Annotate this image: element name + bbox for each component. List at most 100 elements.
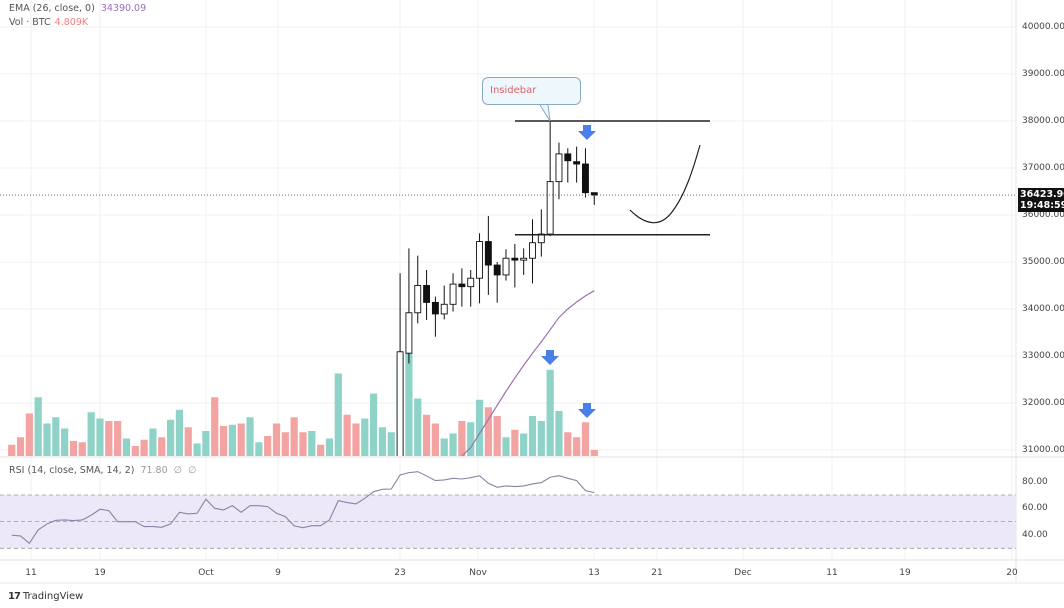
- candle-down: [423, 285, 431, 303]
- candle-up: [520, 257, 528, 261]
- candle-down: [484, 241, 492, 266]
- time-tick-label: Dec: [734, 568, 752, 578]
- volume-bar: [193, 443, 201, 456]
- volume-value: 4.809K: [54, 17, 89, 28]
- volume-bar: [299, 432, 307, 456]
- volume-bar: [414, 398, 422, 456]
- candle-down: [573, 161, 581, 165]
- callout-pointer: [539, 104, 551, 122]
- volume-bar: [573, 437, 581, 456]
- candle-up: [405, 312, 413, 354]
- rsi-tick-label: 60.00: [1022, 503, 1048, 514]
- candle-up: [396, 351, 404, 456]
- ema-legend: EMA (26, close, 0) 34390.09: [9, 3, 146, 14]
- price-tick-label: 37000.00: [1022, 163, 1064, 173]
- volume-bar: [166, 419, 175, 456]
- volume-label: Vol · BTC: [9, 17, 51, 28]
- callout-text: Insidebar: [490, 85, 537, 96]
- volume-bar: [149, 428, 157, 456]
- candle-up: [502, 257, 510, 276]
- volume-bar: [334, 373, 342, 456]
- volume-bar: [564, 432, 572, 456]
- volume-bar: [343, 414, 351, 456]
- volume-bar: [520, 433, 528, 456]
- candle-up: [440, 303, 448, 315]
- down-arrow-icon: [578, 403, 596, 418]
- candle-up: [537, 233, 545, 244]
- price-tick-label: 31000.00: [1022, 445, 1064, 455]
- volume-bar: [122, 438, 131, 456]
- volume-bar: [378, 427, 387, 456]
- volume-bar: [184, 427, 192, 456]
- insidebar-callout[interactable]: Insidebar: [482, 77, 581, 105]
- volume-bar: [264, 436, 272, 456]
- time-tick-label: 9: [275, 568, 281, 578]
- volume-bar: [114, 421, 122, 456]
- bar-countdown: 19:48:59: [1020, 200, 1064, 211]
- volume-bar: [228, 424, 236, 456]
- volume-bar: [52, 417, 60, 456]
- volume-bar: [361, 418, 369, 456]
- down-arrow-icon: [578, 125, 596, 140]
- volume-bar: [34, 397, 42, 456]
- candle-down: [458, 283, 466, 288]
- volume-bar: [43, 423, 51, 456]
- volume-bar: [175, 409, 184, 456]
- volume-bar: [211, 397, 219, 456]
- rsi-value: 71.80: [140, 465, 168, 476]
- volume-bar: [590, 450, 598, 456]
- price-tick-label: 34000.00: [1022, 304, 1064, 314]
- price-tick-label: 33000.00: [1022, 351, 1064, 361]
- volume-bar: [467, 422, 475, 456]
- time-tick-label: 23: [394, 568, 406, 578]
- ema-value: 34390.09: [100, 3, 147, 14]
- down-arrow-icon: [541, 350, 559, 365]
- candle-up: [555, 153, 563, 183]
- candle-up: [467, 277, 475, 288]
- time-tick-label: 11: [25, 568, 37, 578]
- time-tick-label: 19: [899, 568, 911, 578]
- volume-bar: [237, 423, 245, 456]
- volume-bar: [352, 423, 360, 456]
- time-tick-label: Oct: [198, 568, 214, 578]
- candle-down: [564, 153, 572, 162]
- volume-bar: [61, 428, 69, 456]
- candle-up: [476, 241, 483, 279]
- rsi-extra-2: ∅: [187, 465, 197, 476]
- time-tick-label: 19: [94, 568, 106, 578]
- volume-bar: [502, 437, 510, 456]
- current-price-badge: 36423.90 19:48:59: [1018, 188, 1064, 212]
- price-tick-label: 38000.00: [1022, 116, 1064, 126]
- volume-bar: [96, 418, 104, 456]
- tradingview-logo[interactable]: 𝟭𝟳 TradingView: [8, 591, 83, 602]
- candle-down: [511, 257, 519, 261]
- price-tick-label: 35000.00: [1022, 257, 1064, 267]
- ema-line: [461, 290, 595, 457]
- volume-bar: [475, 399, 484, 456]
- ema-label: EMA (26, close, 0): [9, 3, 95, 14]
- volume-bar: [308, 431, 316, 456]
- volume-bar: [202, 431, 210, 456]
- rsi-tick-label: 80.00: [1022, 476, 1048, 487]
- volume-bar: [440, 438, 448, 456]
- candles: [396, 121, 598, 456]
- volume-bar: [370, 393, 378, 456]
- volume-bar: [158, 437, 166, 456]
- chart-canvas[interactable]: [0, 0, 1064, 590]
- volume-bar: [87, 412, 95, 456]
- volume-bar: [405, 353, 413, 456]
- volume-bar: [25, 413, 33, 456]
- rsi-extra-1: ∅: [173, 465, 182, 476]
- current-price: 36423.90: [1020, 189, 1064, 200]
- volume-legend: Vol · BTC 4.809K: [9, 17, 88, 28]
- candle-up: [546, 181, 554, 235]
- price-tick-label: 36000.00: [1022, 210, 1064, 220]
- time-tick-label: 13: [588, 568, 600, 578]
- projection-curve: [629, 144, 701, 224]
- price-tick-label: 32000.00: [1022, 398, 1064, 408]
- volume-bar: [281, 432, 289, 456]
- time-tick-label: Nov: [469, 568, 487, 578]
- tradingview-logo-icon: 𝟭𝟳: [8, 591, 21, 602]
- volume-bar: [8, 444, 16, 456]
- volume-bar: [272, 423, 281, 456]
